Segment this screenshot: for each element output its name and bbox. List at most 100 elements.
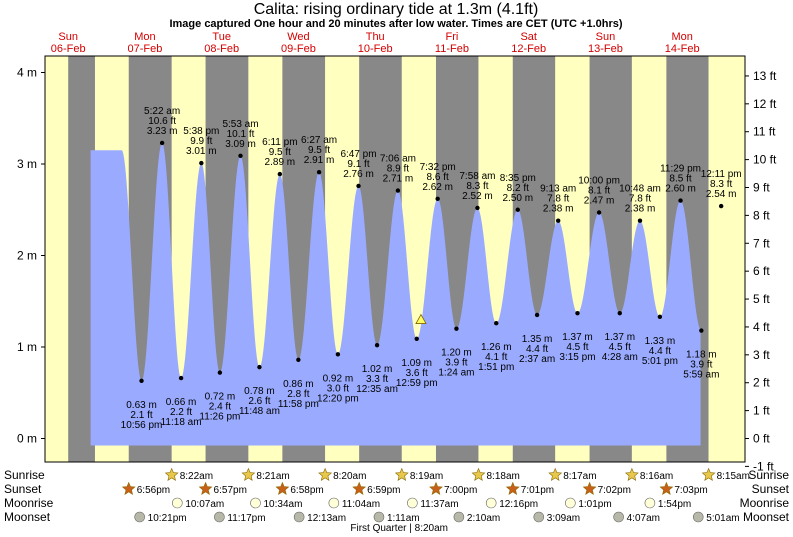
low-tide-ft-label: 2.6 ft [248, 396, 270, 407]
low-tide-ft-label: 2.1 ft [130, 410, 152, 421]
low-tide-time-label: 3:15 pm [559, 352, 595, 363]
sunset-time-label: 7:00pm [444, 485, 477, 496]
low-tide-marker [454, 326, 459, 331]
low-tide-ft-label: 4.4 ft [649, 346, 671, 357]
low-tide-m-label: 1.37 m [562, 332, 593, 343]
day-date-label: 12-Feb [511, 43, 546, 55]
day-name-label: Fri [446, 31, 459, 43]
high-tide-marker [555, 218, 561, 223]
moonset-icon [453, 511, 465, 523]
moonset-time-label: 1:11am [387, 513, 420, 524]
right-axis-label: 11 ft [753, 125, 776, 139]
tide-area [90, 143, 701, 446]
high-tide-time-label: 11:29 pm [660, 164, 701, 175]
low-tide-time-label: 1:24 am [438, 368, 474, 379]
sunset-icon [505, 481, 520, 495]
low-tide-marker [178, 375, 184, 381]
day-labels: Sun06-FebMon07-FebTue08-FebWed09-FebThu1… [51, 31, 700, 55]
low-tide-marker [217, 370, 223, 375]
moonrise-icon [565, 497, 576, 509]
low-tide-marker [257, 364, 262, 370]
low-tide-ft-label: 3.3 ft [366, 374, 388, 385]
chart-subtitle: Image captured One hour and 20 minutes a… [169, 18, 622, 30]
high-tide-time-label: 5:22 am [144, 106, 180, 117]
low-tide-marker [296, 357, 301, 363]
high-tide-time-label: 10:00 pm [578, 175, 620, 186]
high-tide-ft-label: 8.6 ft [427, 172, 449, 183]
moonset-icon [533, 511, 545, 523]
high-tide-ft-label: 8.2 ft [507, 183, 529, 194]
high-tide-time-label: 7:32 pm [420, 162, 456, 173]
moonset-row-label-right: Moonset [743, 510, 790, 524]
moonset-time-label: 5:01am [706, 513, 739, 524]
left-axis-label: 3 m [17, 157, 37, 171]
low-tide-m-label: 0.92 m [323, 373, 354, 384]
low-tide-time-label: 12:35 am [356, 384, 398, 395]
low-tide-time-label: 11:48 am [239, 406, 280, 417]
right-axis-label: 8 ft [753, 208, 770, 222]
low-tide-marker [494, 321, 499, 326]
sunrise-time-label: 8:16am [640, 471, 673, 482]
axes: 0 m 1 m 2 m 3 m 4 m -1 ft 0 ft 1 ft 2 ft 3 ft 4 ft… [17, 55, 777, 473]
moonset-time-label: 3:09am [547, 513, 580, 524]
high-tide-time-label: 5:53 am [222, 119, 258, 130]
day-date-label: 07-Feb [128, 43, 163, 55]
day-name-label: Thu [366, 31, 385, 43]
high-tide-ft-label: 7.8 ft [629, 194, 651, 205]
sunset-row-label-right: Sunset [752, 482, 790, 496]
moonset-time-label: 11:17pm [227, 513, 265, 524]
right-axis-label: 13 ft [753, 69, 777, 83]
sunrise-icon [548, 467, 563, 481]
sunrise-icon [394, 467, 409, 481]
high-tide-marker [395, 188, 401, 193]
high-tide-ft-label: 9.9 ft [190, 136, 212, 147]
right-axis-label: -1 ft [753, 459, 774, 473]
high-tide-marker [277, 171, 283, 177]
right-axis-label: 9 ft [753, 180, 770, 194]
low-tide-ft-label: 2.4 ft [209, 402, 231, 413]
right-axis-label: 5 ft [753, 292, 770, 306]
sunrise-time-label: 8:21am [256, 471, 289, 482]
low-tide-ft-label: 2.2 ft [170, 407, 192, 418]
high-tide-time-label: 9:13 am [540, 184, 576, 195]
day-name-label: Sun [58, 31, 78, 43]
moonrise-time-label: 1:54pm [658, 499, 691, 510]
left-axis-label: 1 m [17, 340, 37, 354]
low-tide-m-label: 1.26 m [481, 342, 512, 353]
high-tide-m-label: 2.91 m [304, 155, 335, 166]
moonrise-row-label-right: Moonrise [740, 496, 790, 510]
low-tide-marker [657, 314, 663, 320]
low-tide-m-label: 1.35 m [522, 334, 553, 345]
low-tide-marker [534, 312, 540, 318]
low-tide-time-label: 11:26 pm [199, 412, 240, 423]
moonset-time-label: 10:21pm [148, 513, 187, 524]
high-tide-time-label: 7:58 am [459, 171, 495, 182]
sunset-icon [659, 481, 674, 495]
high-tide-time-label: 6:11 pm [262, 137, 297, 148]
high-tide-ft-label: 8.1 ft [588, 185, 610, 196]
low-tide-m-label: 1.09 m [401, 358, 432, 369]
day-date-label: 09-Feb [281, 43, 316, 55]
high-tide-time-label: 5:38 pm [183, 126, 219, 137]
right-axis-label: 12 ft [753, 97, 777, 111]
moonrise-time-label: 12:16pm [499, 499, 538, 510]
high-tide-time-label: 10:48 am [619, 184, 661, 195]
sunset-time-label: 6:56pm [137, 485, 170, 496]
moonset-icon [293, 511, 305, 523]
high-tide-m-label: 3.09 m [225, 139, 256, 150]
high-tide-m-label: 2.38 m [543, 204, 574, 215]
moonrise-time-label: 11:04am [342, 499, 380, 510]
day-name-label: Sat [520, 31, 537, 43]
sunset-time-label: 7:01pm [521, 485, 554, 496]
moonset-icon [613, 511, 624, 523]
low-tide-m-label: 0.72 m [205, 392, 236, 403]
high-tide-m-label: 2.89 m [265, 157, 296, 168]
high-tide-marker [316, 170, 322, 175]
moonset-icon [214, 511, 225, 523]
high-tide-marker [356, 183, 361, 189]
day-date-label: 10-Feb [358, 43, 393, 55]
moonset-time-label: 4:07am [627, 513, 660, 524]
high-tide-ft-label: 7.8 ft [547, 194, 569, 205]
moonrise-icon [644, 497, 656, 509]
